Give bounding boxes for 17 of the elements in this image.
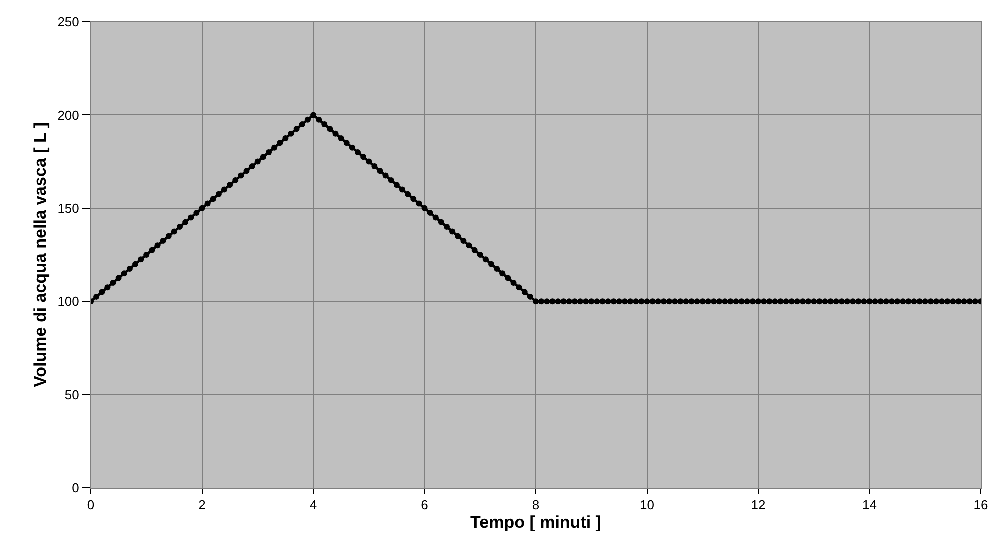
x-tick-label: 2 bbox=[198, 498, 206, 513]
x-tick-label: 12 bbox=[751, 498, 766, 513]
x-tick-label: 0 bbox=[87, 498, 95, 513]
x-tick-label: 16 bbox=[974, 498, 988, 513]
x-tick-label: 8 bbox=[532, 498, 540, 513]
y-axis-title: Volume di acqua nella vasca [ L ] bbox=[31, 122, 50, 388]
y-tick-label: 200 bbox=[58, 108, 80, 123]
y-tick-label: 100 bbox=[58, 294, 80, 310]
y-tick-label: 250 bbox=[58, 14, 80, 30]
y-tick-label: 50 bbox=[64, 387, 80, 402]
y-tick-label: 150 bbox=[58, 200, 80, 216]
x-tick-label: 14 bbox=[862, 498, 877, 513]
x-tick-label: 4 bbox=[310, 498, 318, 513]
x-tick-label: 6 bbox=[421, 498, 428, 513]
y-tick-label: 0 bbox=[72, 480, 80, 496]
x-axis-title: Tempo [ minuti ] bbox=[470, 513, 602, 532]
x-tick-label: 10 bbox=[640, 498, 654, 513]
